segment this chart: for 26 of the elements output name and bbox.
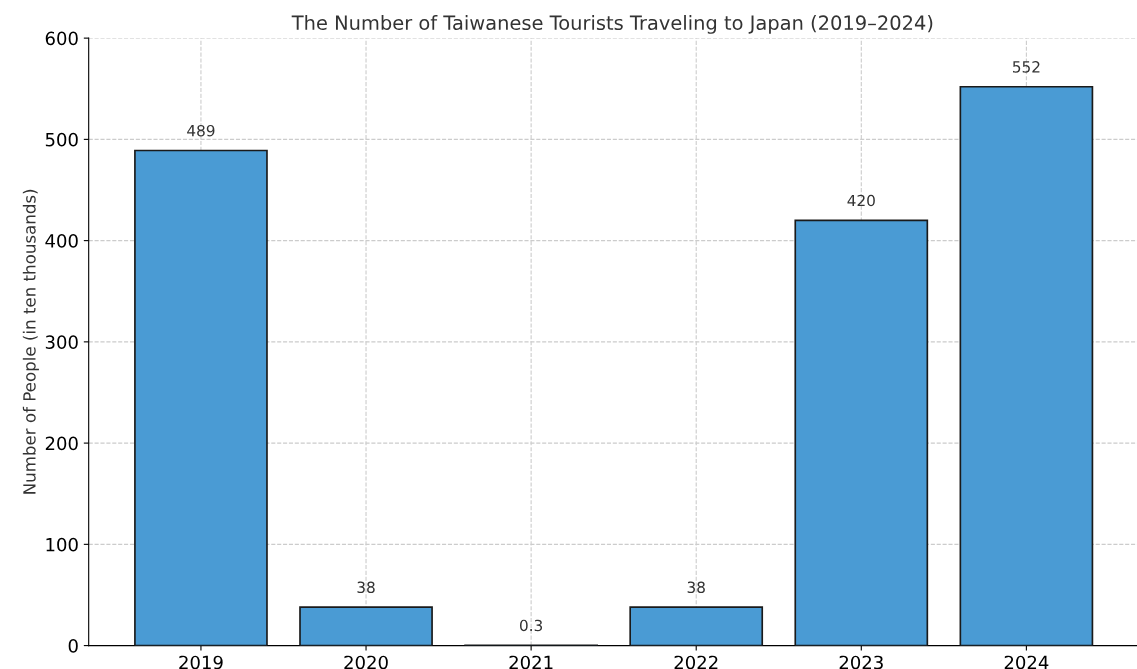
x-tick-label: 2019 (179, 655, 223, 669)
y-tick-label: 500 (45, 132, 78, 147)
data-label: 489 (187, 124, 215, 137)
bar (959, 85, 1094, 646)
y-tick-label: 600 (45, 31, 78, 46)
data-label: 552 (1012, 61, 1040, 73)
x-tick-label: 2020 (344, 655, 388, 669)
x-tick-label: 2021 (509, 655, 553, 669)
y-tick-label: 400 (45, 234, 78, 248)
y-axis-title: Number of People (in ten thousands) (22, 189, 39, 494)
x-tick-label: 2023 (839, 655, 883, 669)
data-label: 420 (847, 194, 875, 207)
x-tick-label: 2022 (674, 655, 718, 669)
y-tick-label: 300 (45, 335, 78, 349)
chart-title: The Number of Taiwanese Tourists Traveling to Japan (2019–2024) (291, 15, 933, 34)
bar (134, 149, 268, 646)
bar (299, 606, 433, 646)
bar (794, 219, 929, 646)
x-tick-label: 2024 (1004, 655, 1049, 669)
data-label: 38 (357, 581, 375, 594)
y-tick-label: 0 (68, 639, 78, 653)
y-tick-label: 200 (45, 436, 78, 451)
data-label: 38 (687, 581, 705, 594)
data-label: 0.3 (519, 619, 543, 632)
y-tick-label: 100 (46, 537, 78, 552)
bar (629, 606, 764, 646)
